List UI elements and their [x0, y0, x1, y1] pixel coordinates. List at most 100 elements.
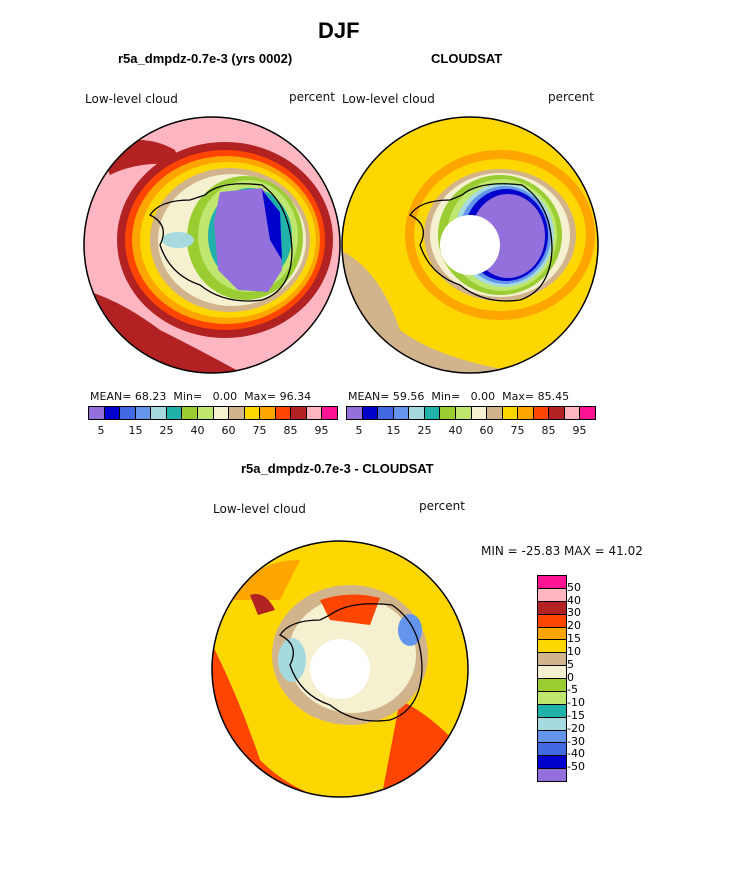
colorbar-swatch — [538, 576, 566, 589]
panel2-variable-label: Low-level cloud — [342, 92, 435, 106]
colorbar-tick-label: 40 — [567, 593, 581, 607]
colorbar-swatch — [362, 407, 379, 419]
colorbar-tick-label: 60 — [479, 424, 494, 437]
colorbar-swatch — [120, 407, 136, 419]
colorbar-tick-label: 10 — [567, 644, 581, 658]
colorbar-tick-label: 40 — [190, 424, 205, 437]
colorbar-swatch — [538, 691, 566, 705]
colorbar-swatch — [322, 407, 337, 419]
panel1-min-label: Min= — [173, 390, 203, 403]
colorbar-swatch — [538, 743, 566, 757]
panel3-polar-map — [212, 541, 468, 797]
colorbar-tick-label: 0 — [567, 670, 574, 684]
colorbar-swatch — [538, 730, 566, 744]
colorbar-swatch — [440, 407, 456, 419]
colorbar-tick-label: -20 — [567, 721, 585, 735]
colorbar-tick-label: 85 — [541, 424, 556, 437]
panel3-colorbar-ticks: 50 40 30 20 15 10 5 0 -5 -10 -15 -20 -30 -40 -50 — [567, 575, 607, 780]
panel2-stats: MEAN= 59.56 Min= 0.00 Max= 85.45 — [348, 390, 569, 403]
colorbar-tick-label: 15 — [386, 424, 401, 437]
panel3-field-30 — [250, 594, 275, 615]
panel1-peninsula-low — [162, 232, 194, 248]
colorbar-swatch — [306, 407, 323, 419]
colorbar-swatch — [538, 666, 566, 679]
panel1-colorbar-ticks: 5 15 25 40 60 75 85 95 — [88, 424, 338, 438]
colorbar-tick-label: 5 — [567, 657, 574, 671]
panel1-border — [83, 116, 341, 374]
colorbar-swatch — [229, 407, 245, 419]
panel1-colorbar — [88, 406, 338, 420]
colorbar-tick-label: 25 — [417, 424, 432, 437]
panel1-max-value: 96.34 — [279, 390, 312, 403]
colorbar-swatch — [538, 601, 566, 615]
panel2-mean-label: MEAN= — [348, 390, 390, 403]
colorbar-swatch — [378, 407, 394, 419]
colorbar-swatch — [538, 704, 566, 718]
panel2-units-label: percent — [548, 90, 594, 104]
colorbar-swatch — [487, 407, 503, 419]
panel2-border — [341, 116, 599, 374]
colorbar-tick-label: 95 — [572, 424, 587, 437]
panel2-mean-value: 59.56 — [392, 390, 425, 403]
colorbar-tick-label: 40 — [448, 424, 463, 437]
colorbar-tick-label: 60 — [221, 424, 236, 437]
panel3-colorbar — [537, 575, 567, 782]
panel1-mean-label: MEAN= — [90, 390, 132, 403]
panel3-positive-patch — [320, 594, 380, 625]
colorbar-tick-label: 75 — [510, 424, 525, 437]
colorbar-swatch — [538, 627, 566, 641]
colorbar-swatch — [104, 407, 121, 419]
panel3-units-label: percent — [419, 499, 465, 513]
colorbar-swatch — [89, 407, 105, 419]
panel2-field-60 — [342, 250, 598, 373]
panel2-colorbar — [346, 406, 596, 420]
colorbar-swatch — [538, 640, 566, 654]
colorbar-swatch — [538, 756, 566, 770]
colorbar-swatch — [538, 614, 566, 628]
panel1-variable-label: Low-level cloud — [85, 92, 178, 106]
colorbar-swatch — [244, 407, 261, 419]
panel2-missing-data-hole — [440, 215, 500, 275]
panel2-min-value: 0.00 — [470, 390, 496, 403]
colorbar-swatch — [151, 407, 167, 419]
colorbar-swatch — [580, 407, 595, 419]
colorbar-swatch — [182, 407, 198, 419]
colorbar-tick-label: 85 — [283, 424, 298, 437]
colorbar-swatch — [424, 407, 441, 419]
panel3-coastline — [279, 603, 423, 722]
colorbar-swatch — [347, 407, 363, 419]
colorbar-tick-label: -15 — [567, 708, 585, 722]
colorbar-tick-label: -30 — [567, 734, 585, 748]
colorbar-tick-label: 75 — [252, 424, 267, 437]
panel3-title: r5a_dmpdz-0.7e-3 - CLOUDSAT — [241, 461, 434, 476]
colorbar-swatch — [533, 407, 550, 419]
colorbar-swatch — [549, 407, 565, 419]
colorbar-swatch — [275, 407, 292, 419]
colorbar-swatch — [393, 407, 410, 419]
colorbar-swatch — [455, 407, 472, 419]
panel1-mean-value: 68.23 — [134, 390, 167, 403]
colorbar-swatch — [409, 407, 425, 419]
colorbar-swatch — [291, 407, 307, 419]
colorbar-tick-label: 5 — [355, 424, 363, 437]
panel1-polar-map — [84, 117, 340, 373]
panel1-coastline — [149, 183, 293, 302]
colorbar-swatch — [538, 717, 566, 731]
panel3-field-15 — [225, 560, 300, 600]
colorbar-swatch — [260, 407, 276, 419]
panel3-minmax: MIN = -25.83 MAX = 41.02 — [481, 544, 643, 558]
colorbar-tick-label: -50 — [567, 760, 585, 774]
colorbar-swatch — [538, 769, 566, 781]
colorbar-swatch — [166, 407, 183, 419]
colorbar-swatch — [518, 407, 534, 419]
panel2-max-label: Max= — [502, 390, 535, 403]
colorbar-tick-label: 95 — [314, 424, 329, 437]
colorbar-tick-label: 25 — [159, 424, 174, 437]
colorbar-tick-label: 30 — [567, 606, 581, 620]
colorbar-swatch — [502, 407, 519, 419]
colorbar-swatch — [135, 407, 152, 419]
colorbar-swatch — [213, 407, 230, 419]
panel2-min-label: Min= — [431, 390, 461, 403]
colorbar-swatch — [197, 407, 214, 419]
panel2-coastline — [409, 183, 553, 302]
